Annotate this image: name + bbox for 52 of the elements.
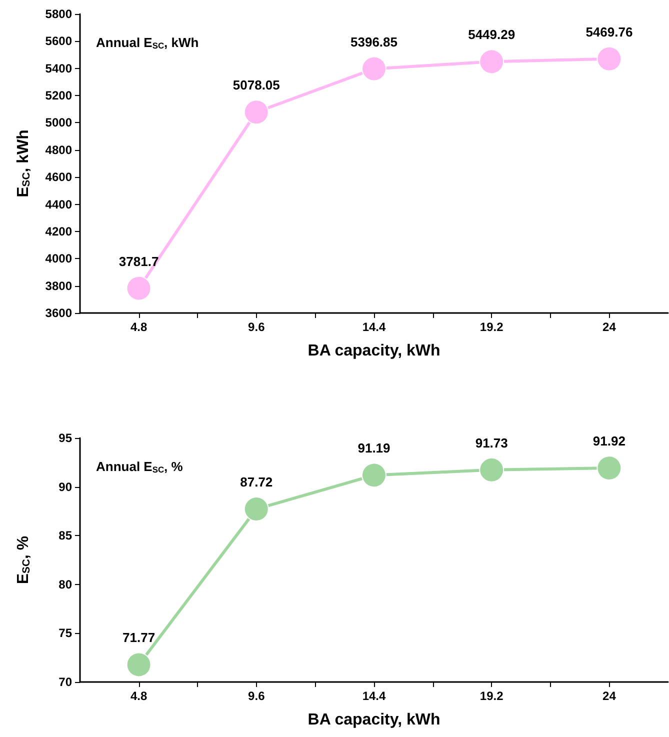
data-label: 87.72 <box>240 474 273 490</box>
y-tick-label: 5200 <box>45 88 72 103</box>
y-tick-label: 3800 <box>45 278 72 293</box>
data-label: 91.92 <box>592 434 626 449</box>
y-tick-label: 95 <box>58 431 72 445</box>
x-tick-label: 14.4 <box>362 320 386 334</box>
x-axis-title: BA capacity, kWh <box>308 712 440 728</box>
point <box>362 462 386 488</box>
data-label: 5078.05 <box>232 78 280 93</box>
y-tick-label: 5000 <box>45 116 72 130</box>
y-tick-label: 70 <box>58 675 72 689</box>
point <box>126 276 152 301</box>
x-tick-label: 19.2 <box>480 689 504 703</box>
y-tick-label: 5400 <box>45 61 72 76</box>
data-label: 71.77 <box>122 630 156 646</box>
y-tick-label: 5600 <box>45 34 72 48</box>
y-tick-label: 4000 <box>45 252 72 266</box>
y-tick-label: 4200 <box>45 224 72 238</box>
y-tick-label: 4800 <box>45 142 72 157</box>
x-tick-label: 4.8 <box>130 689 148 703</box>
point <box>596 456 622 481</box>
point <box>244 496 269 522</box>
data-label: 5469.76 <box>586 24 633 40</box>
data-label: 5449.29 <box>468 27 516 42</box>
data-label: 3781.7 <box>118 254 159 269</box>
point <box>479 457 504 482</box>
point <box>596 46 622 72</box>
x-tick-label: 9.6 <box>248 320 266 334</box>
point <box>244 100 269 125</box>
y-tick-label: 5800 <box>45 7 72 21</box>
x-tick-label: 9.6 <box>248 689 266 703</box>
point <box>362 56 386 82</box>
point <box>126 652 152 678</box>
y-tick-label: 80 <box>58 577 72 592</box>
y-axis-title: ESC, % <box>14 536 32 584</box>
data-label: 91.73 <box>475 435 508 450</box>
y-tick-label: 3600 <box>45 306 72 320</box>
x-axis-title: BA capacity, kWh <box>308 342 440 360</box>
x-tick-label: 4.8 <box>130 320 148 334</box>
x-tick-label: 14.4 <box>362 689 386 703</box>
x-tick-label: 24 <box>602 689 616 703</box>
y-tick-label: 75 <box>58 626 72 640</box>
data-label: 5396.85 <box>350 34 398 50</box>
x-tick-label: 19.2 <box>480 320 504 334</box>
point <box>479 49 504 74</box>
x-tick-label: 24 <box>602 320 616 334</box>
y-axis-title: ESC, kWh <box>14 130 32 198</box>
y-tick-label: 85 <box>58 528 72 543</box>
y-tick-label: 4600 <box>45 170 72 184</box>
y-tick-label: 90 <box>58 480 72 494</box>
y-tick-label: 4400 <box>45 197 72 212</box>
data-label: 91.19 <box>358 440 390 456</box>
